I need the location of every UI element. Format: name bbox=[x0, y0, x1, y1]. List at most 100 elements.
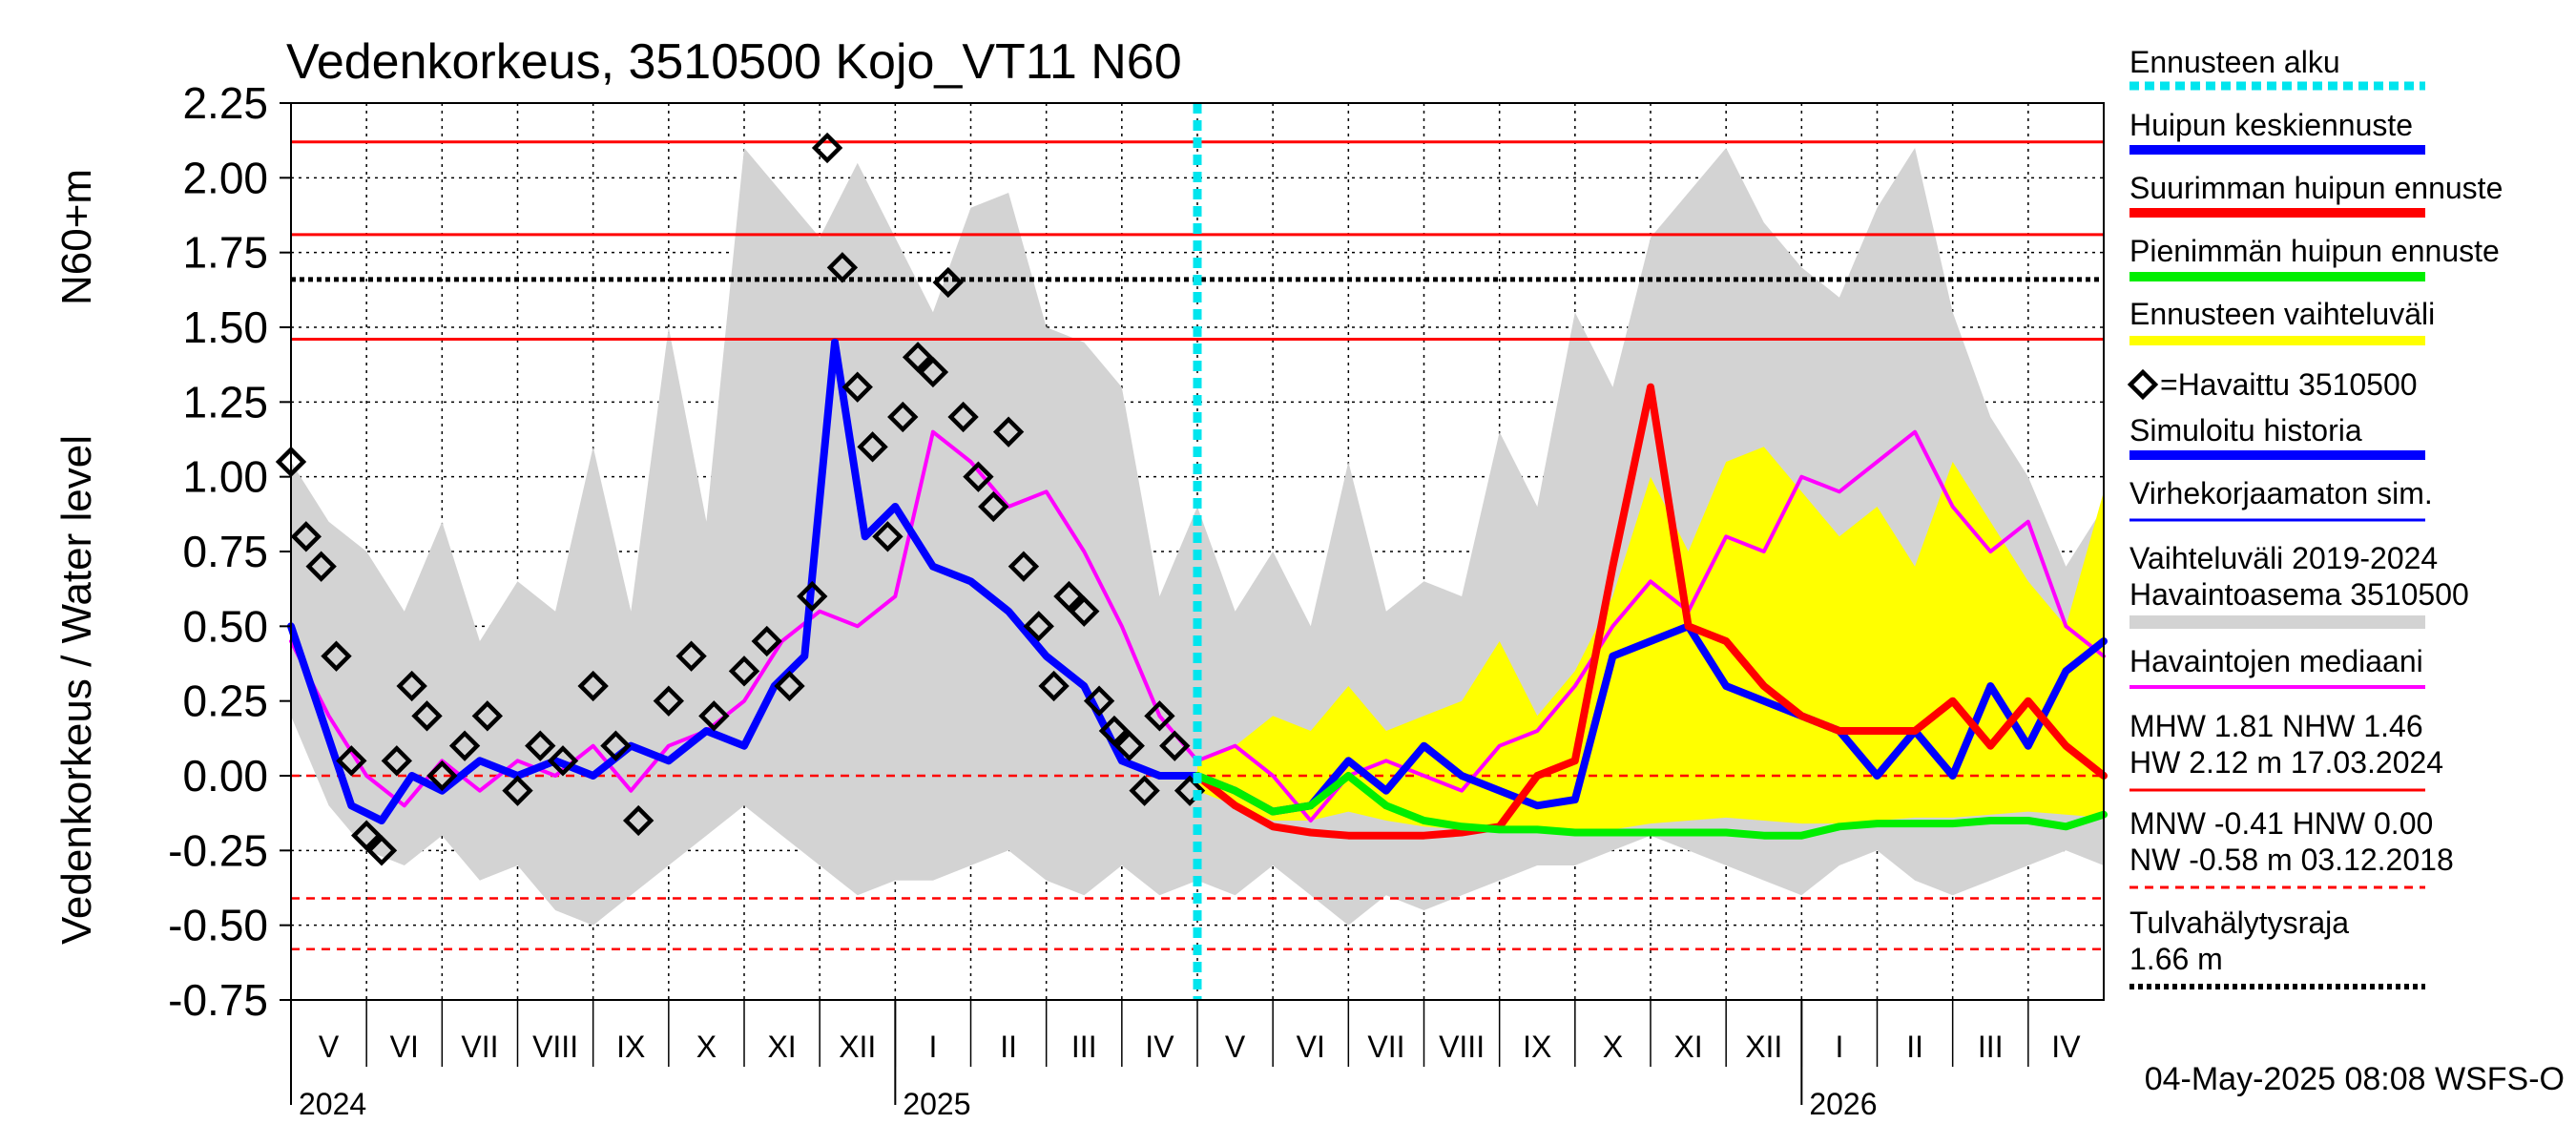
legend-stats-mnw: MNW -0.41 HNW 0.00 bbox=[2129, 806, 2433, 841]
observed-marker bbox=[1144, 700, 1175, 732]
month-label: VI bbox=[1297, 1030, 1325, 1064]
observed-marker bbox=[675, 640, 707, 672]
y-axis-label: Vedenkorkeus / Water level bbox=[53, 435, 100, 945]
observed-marker bbox=[917, 356, 949, 388]
observed-marker bbox=[1023, 611, 1054, 642]
observed-marker bbox=[396, 670, 427, 702]
observed-marker bbox=[1159, 730, 1191, 761]
y-tick-label: 1.75 bbox=[182, 228, 268, 278]
month-label: X bbox=[696, 1030, 717, 1064]
legend-label-min-peak: Pienimmän huipun ennuste bbox=[2129, 234, 2500, 268]
max-peak-forecast-line bbox=[1194, 383, 2108, 840]
month-label: XII bbox=[839, 1030, 876, 1064]
month-label: I bbox=[1835, 1030, 1843, 1064]
observed-marker bbox=[381, 745, 413, 777]
y-tick-label: 0.50 bbox=[182, 601, 268, 651]
month-label: IV bbox=[2051, 1030, 2081, 1064]
month-label: IV bbox=[1145, 1030, 1174, 1064]
observed-marker bbox=[547, 745, 579, 777]
legend-stats-mhw: MHW 1.81 NHW 1.46 bbox=[2129, 709, 2423, 743]
observed-marker bbox=[502, 775, 533, 806]
observed-marker bbox=[305, 551, 337, 582]
simulated-history-line bbox=[287, 338, 1201, 824]
observed-marker bbox=[751, 625, 782, 657]
observed-marker bbox=[525, 730, 556, 761]
observed-marker bbox=[365, 835, 398, 866]
observed-marker bbox=[577, 670, 609, 702]
observed-marker bbox=[1174, 775, 1206, 806]
observed-marker bbox=[1098, 715, 1131, 747]
month-label: III bbox=[1071, 1030, 1097, 1064]
observed-marker bbox=[622, 804, 654, 837]
month-label: V bbox=[1225, 1030, 1246, 1064]
observed-marker bbox=[963, 461, 994, 492]
observed-marker bbox=[947, 401, 979, 433]
observed-marker bbox=[426, 760, 458, 792]
observed-marker bbox=[321, 640, 352, 672]
y-tick-label: -0.75 bbox=[168, 975, 268, 1025]
observed-marker bbox=[448, 730, 481, 761]
observed-marker bbox=[826, 252, 859, 283]
y-tick-label: -0.50 bbox=[168, 901, 268, 950]
observed-marker bbox=[471, 700, 504, 732]
y-tick-label: 2.25 bbox=[182, 78, 268, 128]
footer-timestamp: 04-May-2025 08:08 WSFS-O bbox=[2145, 1061, 2565, 1097]
y-tick-label: 0.75 bbox=[182, 527, 268, 576]
observed-marker bbox=[290, 521, 322, 552]
plot-area: 2.25 2.00 1.75 1.50 1.25 1.00 0.75 0.50 0.25 0.00… bbox=[168, 78, 2108, 1121]
observed-marker bbox=[411, 700, 443, 732]
legend-swatch-observed bbox=[2127, 368, 2159, 401]
observed-marker bbox=[797, 580, 828, 613]
legend-label-range-2: Havaintoasema 3510500 bbox=[2129, 577, 2469, 612]
month-label: XI bbox=[1673, 1030, 1702, 1064]
y-tick-label: 0.25 bbox=[182, 677, 268, 726]
legend-stats-hw: HW 2.12 m 17.03.2024 bbox=[2129, 745, 2443, 780]
legend-label-flood: Tulvahälytysraja bbox=[2129, 906, 2349, 940]
month-label: XII bbox=[1745, 1030, 1782, 1064]
y-tick-label: 1.25 bbox=[182, 377, 268, 427]
y-axis-unit: N60+m bbox=[53, 169, 100, 305]
month-label: XI bbox=[767, 1030, 796, 1064]
y-tick-label: 2.00 bbox=[182, 153, 268, 202]
observed-marker bbox=[1053, 580, 1085, 613]
legend-value-flood: 1.66 m bbox=[2129, 942, 2223, 976]
observed-marker bbox=[902, 342, 934, 373]
observed-marker bbox=[932, 266, 964, 299]
mean-peak-forecast-line bbox=[1194, 622, 2108, 816]
observed-marker bbox=[857, 431, 888, 463]
month-label: VI bbox=[390, 1030, 419, 1064]
observed-marker bbox=[1083, 685, 1115, 717]
observed-marker bbox=[1129, 775, 1160, 806]
observed-marker bbox=[698, 700, 730, 732]
month-label: I bbox=[928, 1030, 937, 1064]
observed-marker bbox=[992, 416, 1025, 448]
month-label: VII bbox=[1367, 1030, 1404, 1064]
observed-marker bbox=[872, 521, 904, 552]
observed-marker bbox=[653, 685, 685, 717]
month-label: II bbox=[1906, 1030, 1923, 1064]
legend-label-range-1: Vaihteluväli 2019-2024 bbox=[2129, 541, 2438, 575]
observed-marker bbox=[1069, 595, 1100, 627]
month-label: IX bbox=[1523, 1030, 1551, 1064]
legend: Ennusteen alku Huipun keskiennuste Suurimm… bbox=[2127, 45, 2503, 989]
legend-label-observed: =Havaittu 3510500 bbox=[2160, 367, 2418, 402]
y-tick-label: 1.50 bbox=[182, 302, 268, 352]
month-label: X bbox=[1603, 1030, 1623, 1064]
legend-label-simulated: Simuloitu historia bbox=[2129, 413, 2362, 448]
observed-marker bbox=[1038, 670, 1070, 702]
month-label: IX bbox=[616, 1030, 645, 1064]
observed-marker bbox=[350, 820, 383, 851]
observed-marker bbox=[887, 401, 919, 433]
month-label: II bbox=[1000, 1030, 1017, 1064]
legend-label-median: Havaintojen mediaani bbox=[2129, 644, 2423, 678]
year-label: 2024 bbox=[299, 1087, 366, 1121]
observed-marker bbox=[336, 745, 367, 777]
month-label: VIII bbox=[1439, 1030, 1485, 1064]
month-label: III bbox=[1978, 1030, 2004, 1064]
legend-stats-nw: NW -0.58 m 03.12.2018 bbox=[2129, 843, 2454, 877]
year-label: 2026 bbox=[1809, 1087, 1877, 1121]
observed-marker bbox=[1008, 551, 1040, 582]
min-peak-forecast-line bbox=[1194, 772, 2108, 840]
year-label: 2025 bbox=[903, 1087, 970, 1121]
